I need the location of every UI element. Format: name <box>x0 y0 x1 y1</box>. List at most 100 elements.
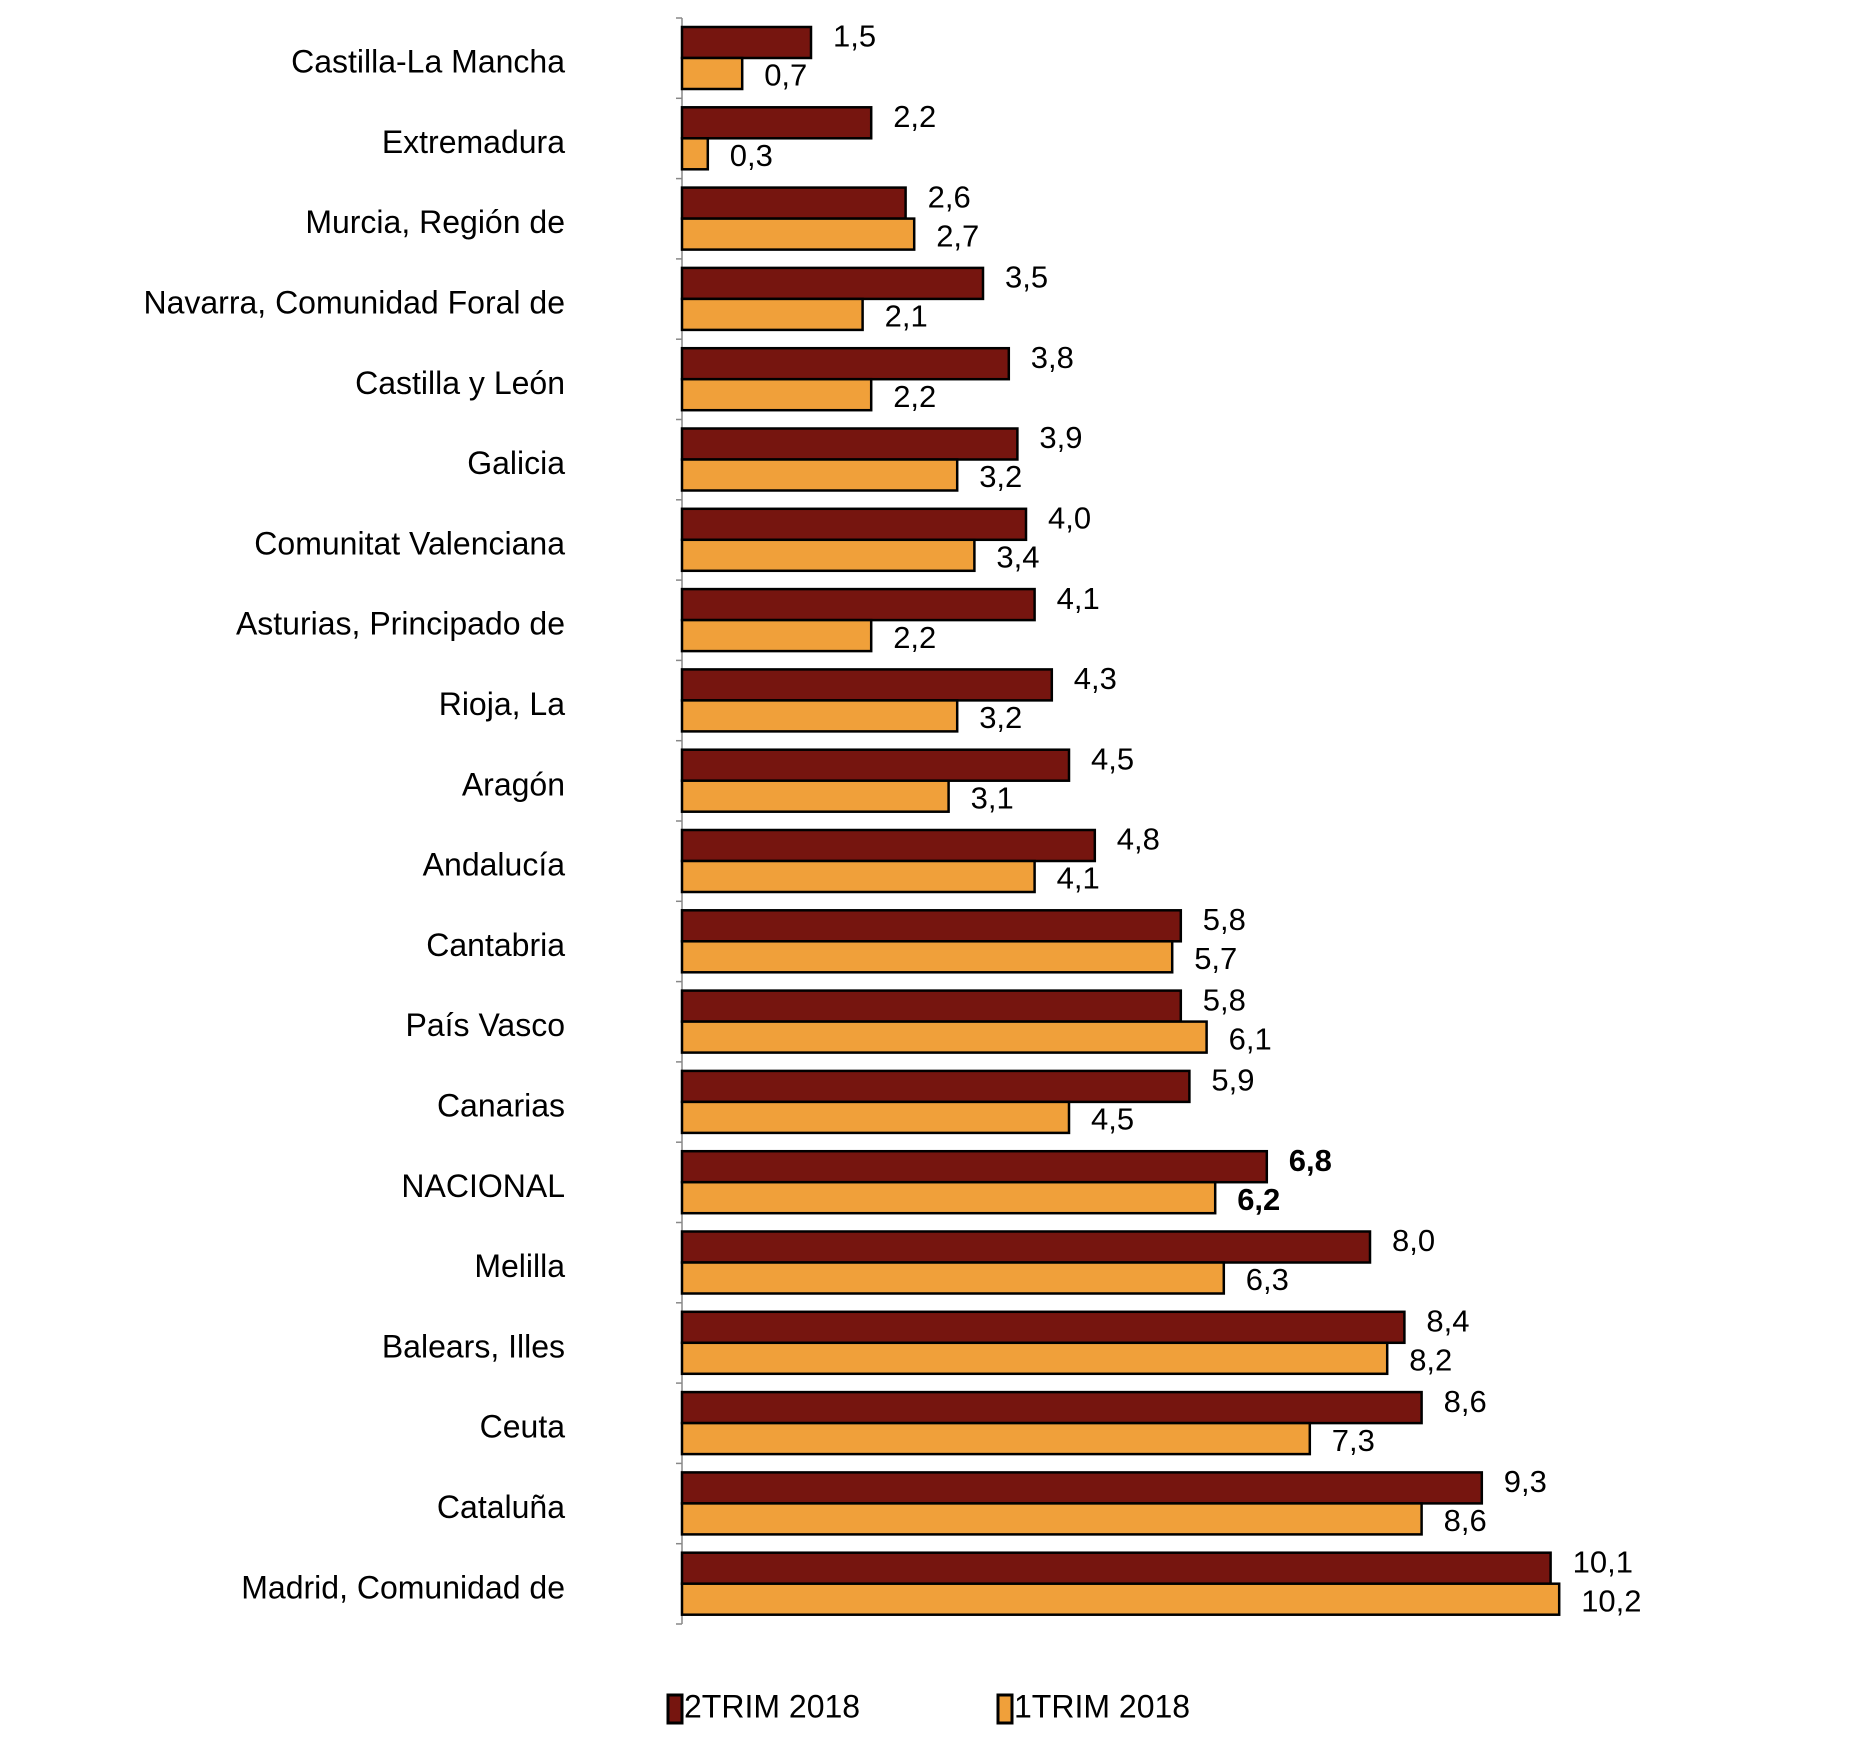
bar-2trim <box>680 587 1036 622</box>
data-label: 3,2 <box>979 459 1022 494</box>
data-label: 2,2 <box>893 620 936 655</box>
bar-2trim <box>680 25 813 60</box>
data-label: 4,5 <box>1091 1102 1134 1137</box>
category-label: Castilla y León <box>355 365 565 401</box>
bar-2trim <box>680 1390 1423 1425</box>
category-label: Aragón <box>462 766 565 802</box>
category-label: Canarias <box>437 1088 565 1124</box>
data-label: 6,3 <box>1246 1262 1289 1297</box>
data-label: 0,3 <box>730 138 773 173</box>
data-label: 5,7 <box>1194 941 1237 976</box>
bar-2trim <box>680 748 1071 782</box>
data-label: 10,1 <box>1573 1544 1633 1579</box>
data-label: 10,2 <box>1581 1583 1641 1618</box>
bar-1trim <box>680 779 950 813</box>
bar-1trim <box>680 618 873 653</box>
data-label: 2,7 <box>936 218 979 253</box>
data-label: 4,8 <box>1117 822 1160 857</box>
bar-1trim <box>680 137 710 171</box>
bar-1trim <box>680 217 916 251</box>
data-label: 4,5 <box>1091 741 1134 776</box>
category-label: Galicia <box>467 445 565 481</box>
bar-2trim <box>680 266 985 301</box>
category-label: Cataluña <box>437 1489 565 1525</box>
category-label: Rioja, La <box>439 686 566 722</box>
category-label: Andalucía <box>423 847 566 883</box>
bar-1trim <box>680 377 873 412</box>
data-label: 2,2 <box>893 379 936 414</box>
bar-2trim <box>680 106 873 140</box>
data-label: 1,5 <box>833 19 876 54</box>
bar-1trim <box>680 1020 1208 1054</box>
data-label: 9,3 <box>1504 1464 1547 1499</box>
data-label: 8,0 <box>1392 1223 1435 1258</box>
category-label: Navarra, Comunidad Foral de <box>143 285 565 321</box>
bar-1trim <box>680 1341 1389 1376</box>
data-label: 3,9 <box>1039 420 1082 455</box>
bar-1trim <box>680 1261 1226 1295</box>
data-label: 5,9 <box>1211 1063 1254 1098</box>
category-label: Castilla-La Mancha <box>291 44 565 80</box>
data-label: 3,4 <box>996 539 1039 574</box>
data-label: 2,1 <box>885 299 928 334</box>
legend-label: 2TRIM 2018 <box>684 1688 860 1724</box>
data-label: 8,4 <box>1426 1303 1469 1338</box>
bar-1trim <box>680 458 959 492</box>
category-label: Comunitat Valenciana <box>254 525 565 561</box>
data-label: 6,1 <box>1229 1021 1272 1056</box>
bar-1trim <box>680 1582 1561 1616</box>
data-label: 8,2 <box>1409 1342 1452 1377</box>
category-label: Balears, Illes <box>382 1328 565 1364</box>
data-label: 3,8 <box>1031 340 1074 375</box>
data-label: 4,0 <box>1048 500 1091 535</box>
data-label: 8,6 <box>1444 1503 1487 1538</box>
bar-2trim <box>680 507 1028 542</box>
data-label: 6,2 <box>1237 1182 1280 1217</box>
bar-2trim <box>680 1310 1406 1345</box>
category-label: Madrid, Comunidad de <box>241 1569 565 1605</box>
bar-2trim <box>680 668 1054 702</box>
category-label: NACIONAL <box>401 1168 565 1204</box>
data-label: 5,8 <box>1203 902 1246 937</box>
bar-2trim <box>680 427 1019 461</box>
category-label: Melilla <box>474 1248 565 1284</box>
data-label: 3,5 <box>1005 260 1048 295</box>
bar-1trim <box>680 1421 1312 1456</box>
category-label: País Vasco <box>406 1007 565 1043</box>
bar-1trim <box>680 1502 1423 1536</box>
data-label: 6,8 <box>1289 1143 1332 1178</box>
category-label: Cantabria <box>426 927 565 963</box>
bar-2trim <box>680 186 907 220</box>
bar-2trim <box>680 1230 1372 1264</box>
legend-label: 1TRIM 2018 <box>1014 1688 1190 1724</box>
data-label: 2,2 <box>893 99 936 134</box>
bar-1trim <box>680 940 1174 974</box>
bar-2trim <box>680 346 1011 381</box>
data-label: 5,8 <box>1203 982 1246 1017</box>
bar-2trim <box>680 989 1183 1023</box>
data-label: 0,7 <box>764 58 807 93</box>
legend-swatch <box>666 1693 684 1725</box>
bar-1trim <box>680 297 864 332</box>
bar-2trim <box>680 1149 1269 1184</box>
bar-1trim <box>680 538 976 573</box>
data-label: 4,3 <box>1074 661 1117 696</box>
bar-1trim <box>680 1100 1071 1135</box>
data-label: 4,1 <box>1057 861 1100 896</box>
bar-1trim <box>680 859 1036 894</box>
data-label: 3,2 <box>979 700 1022 735</box>
bar-2trim <box>680 1069 1191 1104</box>
data-label: 8,6 <box>1444 1384 1487 1419</box>
bar-1trim <box>680 56 744 91</box>
category-label: Asturias, Principado de <box>236 606 565 642</box>
legend-swatch <box>996 1693 1014 1725</box>
data-label: 4,1 <box>1057 581 1100 616</box>
data-label: 7,3 <box>1332 1423 1375 1458</box>
category-label: Ceuta <box>480 1409 566 1445</box>
category-label: Extremadura <box>382 124 565 160</box>
bar-2trim <box>680 1551 1552 1585</box>
bar-2trim <box>680 1471 1484 1505</box>
data-label: 3,1 <box>971 780 1014 815</box>
data-label: 2,6 <box>928 179 971 214</box>
